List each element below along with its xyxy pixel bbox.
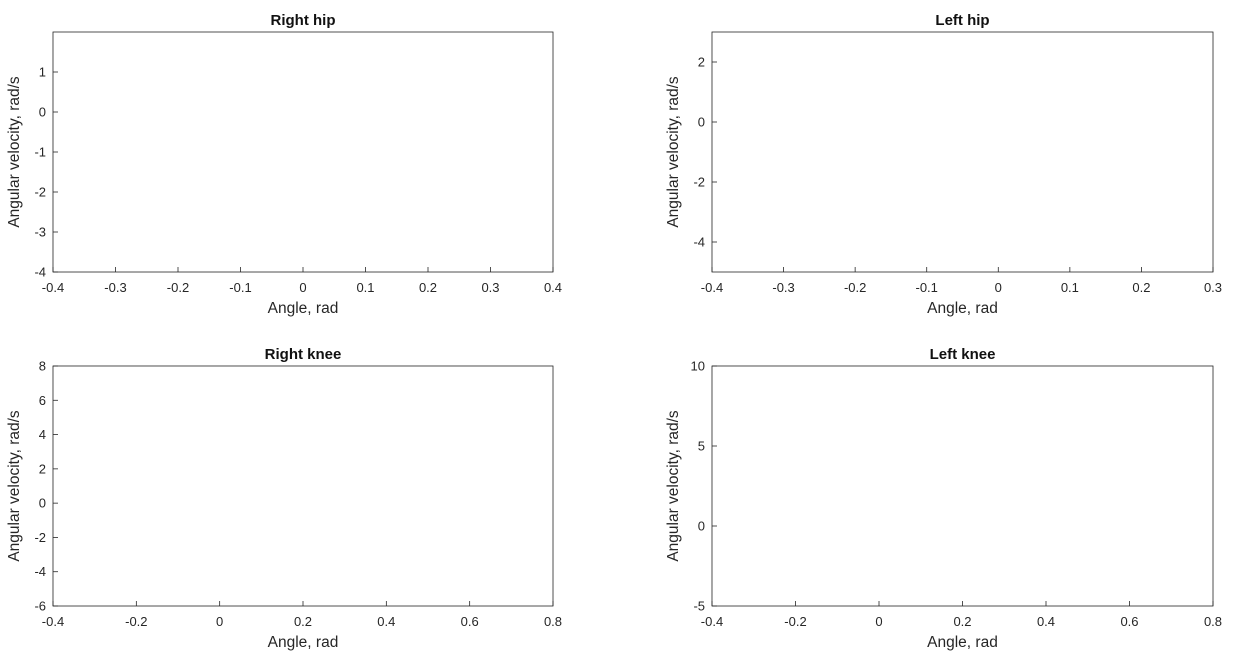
chart-right-knee: -0.4 -0.2 0 0.2 0.4 0.6 0.8 -6 -4 -2 0 2 4 6 8 Right kn… xyxy=(6,346,562,651)
right-knee-y-tick-label: 6 xyxy=(39,393,46,408)
right-knee-y-tick-label: 4 xyxy=(39,427,46,442)
right-knee-x-tick-label: 0.8 xyxy=(544,614,562,629)
left-knee-x-axis-label: Angle, rad xyxy=(927,634,998,651)
left-knee-x-tick-label: 0.4 xyxy=(1037,614,1055,629)
right-knee-y-tick-label: 2 xyxy=(39,461,46,476)
right-knee-y-tick-label: 0 xyxy=(39,496,46,511)
right-hip-x-tick-label: 0.4 xyxy=(544,280,562,295)
right-hip-x-tick-label: 0.2 xyxy=(419,280,437,295)
left-knee-x-tick-label: 0.8 xyxy=(1204,614,1222,629)
right-knee-x-tick-label: -0.2 xyxy=(125,614,147,629)
left-hip-y-tick-label: 2 xyxy=(698,55,705,70)
left-hip-y-tick-label: -4 xyxy=(693,235,705,250)
left-hip-title: Left hip xyxy=(935,12,989,29)
right-hip-y-tick-label: -1 xyxy=(34,145,46,160)
right-hip-x-tick-label: 0.3 xyxy=(481,280,499,295)
right-knee-x-axis-label: Angle, rad xyxy=(268,634,339,651)
right-hip-y-tick-label: 1 xyxy=(39,65,46,80)
left-knee-y-tick-label: 10 xyxy=(691,359,705,374)
left-hip-axes-box xyxy=(712,32,1213,272)
right-hip-x-axis-label: Angle, rad xyxy=(268,300,339,317)
right-knee-y-tick-label: 8 xyxy=(39,359,46,374)
left-hip-y-axis-label: Angular velocity, rad/s xyxy=(665,76,682,228)
chart-left-knee: -0.4 -0.2 0 0.2 0.4 0.6 0.8 -5 0 5 10 Left knee Angl… xyxy=(665,346,1222,651)
left-knee-axes-box xyxy=(712,366,1213,606)
left-hip-x-tick-label: -0.1 xyxy=(916,280,938,295)
chart-right-hip: -0.4 -0.3 -0.2 -0.1 0 0.1 0.2 0.3 0.4 -4 -3 -2 -1 0 1 R… xyxy=(6,12,562,317)
right-hip-x-tick-label: 0 xyxy=(299,280,306,295)
left-knee-x-tick-label: -0.2 xyxy=(784,614,806,629)
left-knee-y-axis-label: Angular velocity, rad/s xyxy=(665,410,682,562)
right-knee-title: Right knee xyxy=(265,346,342,363)
right-knee-axes-box xyxy=(53,366,553,606)
left-knee-title: Left knee xyxy=(930,346,996,363)
right-knee-y-tick-label: -4 xyxy=(34,564,46,579)
right-knee-y-axis-label: Angular velocity, rad/s xyxy=(6,410,23,562)
left-hip-x-tick-label: -0.2 xyxy=(844,280,866,295)
left-knee-x-tick-label: 0.6 xyxy=(1120,614,1138,629)
right-hip-x-tick-label: -0.3 xyxy=(104,280,126,295)
right-hip-x-tick-label: -0.1 xyxy=(229,280,251,295)
right-hip-y-tick-label: 0 xyxy=(39,105,46,120)
right-hip-y-tick-label: -4 xyxy=(34,265,46,280)
right-hip-axes-box xyxy=(53,32,553,272)
left-hip-x-tick-label: 0.2 xyxy=(1132,280,1150,295)
right-hip-y-axis-label: Angular velocity, rad/s xyxy=(6,76,23,228)
left-hip-x-tick-label: 0.1 xyxy=(1061,280,1079,295)
left-hip-x-tick-label: 0 xyxy=(995,280,1002,295)
right-knee-x-tick-label: 0.6 xyxy=(461,614,479,629)
right-knee-x-tick-label: -0.4 xyxy=(42,614,64,629)
right-hip-y-tick-label: -3 xyxy=(34,225,46,240)
left-hip-x-tick-label: -0.3 xyxy=(772,280,794,295)
right-knee-x-tick-label: 0 xyxy=(216,614,223,629)
right-hip-title: Right hip xyxy=(271,12,336,29)
left-knee-x-tick-label: 0.2 xyxy=(953,614,971,629)
right-knee-x-tick-label: 0.2 xyxy=(294,614,312,629)
left-knee-x-tick-label: 0 xyxy=(875,614,882,629)
left-hip-y-tick-label: 0 xyxy=(698,115,705,130)
right-knee-y-tick-label: -6 xyxy=(34,599,46,614)
left-hip-x-tick-label: 0.3 xyxy=(1204,280,1222,295)
right-hip-x-tick-label: 0.1 xyxy=(356,280,374,295)
left-knee-y-tick-label: -5 xyxy=(693,599,705,614)
right-hip-x-tick-label: -0.4 xyxy=(42,280,64,295)
right-hip-y-tick-label: -2 xyxy=(34,185,46,200)
left-hip-x-tick-label: -0.4 xyxy=(701,280,723,295)
left-knee-y-tick-label: 0 xyxy=(698,519,705,534)
left-knee-x-tick-label: -0.4 xyxy=(701,614,723,629)
right-knee-y-tick-label: -2 xyxy=(34,530,46,545)
left-hip-y-tick-label: -2 xyxy=(693,175,705,190)
left-hip-x-axis-label: Angle, rad xyxy=(927,300,998,317)
right-knee-x-tick-label: 0.4 xyxy=(377,614,395,629)
chart-left-hip: -0.4 -0.3 -0.2 -0.1 0 0.1 0.2 0.3 -4 -2 0 2 Left hip… xyxy=(665,12,1222,317)
right-hip-x-tick-label: -0.2 xyxy=(167,280,189,295)
left-knee-y-tick-label: 5 xyxy=(698,439,705,454)
